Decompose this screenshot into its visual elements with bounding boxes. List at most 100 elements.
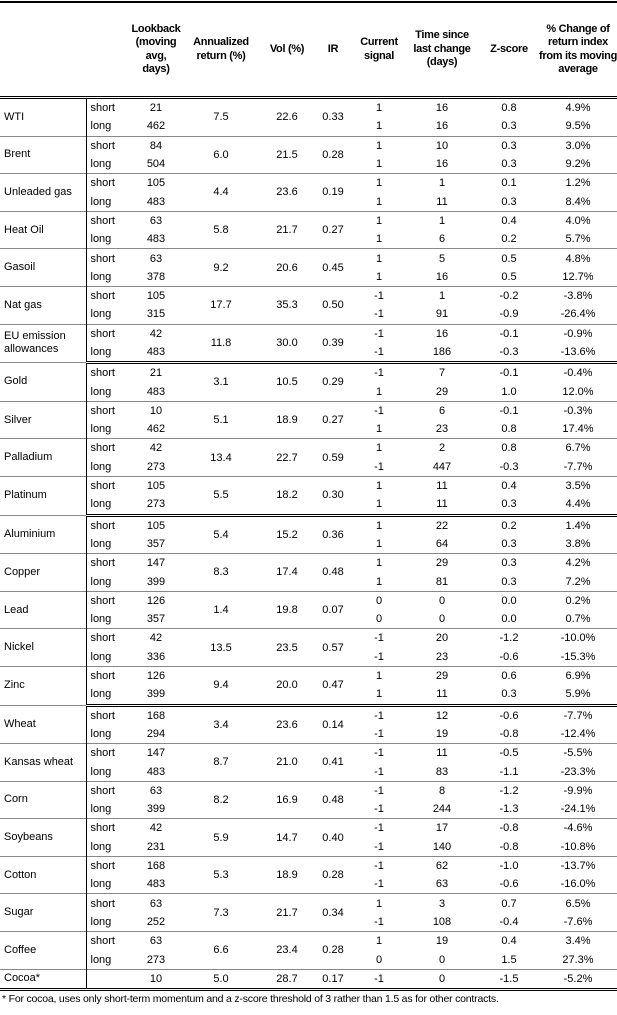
table-row: long 378 1 16 0.5 12.7% (0, 267, 617, 287)
pct-change: 27.3% (562, 953, 594, 966)
commodity-name: Corn (0, 780, 86, 819)
signals-table: Lookback (moving avg, days) Annualized re… (0, 3, 617, 991)
table-row: long 273 -1 447 -0.3 -7.7% (0, 457, 617, 477)
column-header: Z-score (479, 3, 539, 99)
pct-change: -4.6% (539, 818, 617, 838)
table-row: long 462 1 23 0.8 17.4% (0, 420, 617, 439)
time-since-change: 2 (405, 438, 479, 458)
lookback: 273 (146, 953, 166, 966)
signal: -1 (374, 878, 384, 891)
table-row: Kansas wheat short 147 8.7 21.0 0.41 -1 11 -0.5-… (0, 743, 617, 782)
pct-change: 3.4% (539, 931, 617, 951)
term: short (85, 590, 131, 611)
commodity-name: Cotton (0, 855, 86, 894)
lookback: 168 (131, 855, 181, 876)
time-since-change: 11 (436, 688, 448, 701)
term: short (85, 703, 131, 725)
term: short (85, 553, 131, 573)
z-score: 0.3 (501, 498, 517, 511)
pct-change: -0.3% (539, 400, 617, 421)
term: long (85, 685, 131, 705)
time-since-change: 7 (405, 361, 479, 383)
lookback: 147 (131, 743, 181, 763)
volatility: 19.8 (261, 590, 313, 629)
column-header: % Change of return index from its moving… (539, 3, 617, 99)
time-since-change: 19 (405, 931, 479, 951)
table-row: long 231 -1 140 -0.8 -10.8% (0, 837, 617, 857)
annualized-return: 7.5 (181, 97, 261, 137)
volatility: 21.5 (261, 135, 313, 174)
commodity-name: Unleaded gas (0, 173, 86, 212)
pct-change: -13.7% (539, 855, 617, 876)
z-score: -0.2 (479, 285, 539, 306)
z-score: -0.4 (499, 915, 519, 928)
term: short (85, 513, 131, 535)
time-since-change: 1 (405, 285, 479, 306)
time-since-change: 64 (435, 537, 449, 550)
lookback: 105 (131, 475, 181, 496)
lookback: 42 (131, 628, 181, 648)
annualized-return: 5.4 (181, 513, 261, 554)
time-since-change: 1 (405, 173, 479, 193)
time-since-change: 0 (438, 613, 446, 626)
annualized-return: 11.8 (181, 323, 261, 363)
pct-change: -5.2% (539, 968, 617, 991)
pct-change: 3.5% (539, 475, 617, 496)
z-score: 0.3 (501, 195, 517, 208)
lookback: 63 (131, 248, 181, 268)
term: short (85, 438, 131, 458)
annualized-return: 3.4 (181, 703, 261, 744)
z-score: 0.1 (479, 173, 539, 193)
term: long (85, 342, 131, 363)
z-score: -0.3 (499, 460, 519, 473)
information-ratio: 0.29 (313, 361, 353, 402)
pct-change: -26.4% (560, 308, 596, 321)
commodity-name: Lead (0, 590, 86, 629)
table-row: long 252 -1 108 -0.4 -7.6% (0, 912, 617, 932)
lookback: 105 (131, 285, 181, 306)
time-since-change: 0 (438, 953, 446, 966)
z-score: -0.8 (499, 840, 519, 853)
time-since-change: 3 (405, 893, 479, 913)
table-row: Wheat short 168 3.4 23.6 0.14 -1 12 -0.6 -7.7% (0, 703, 617, 744)
top-rule (0, 1, 617, 3)
signal: 1 (353, 438, 405, 458)
table-row: long 357 0 0 0.0 0.7% (0, 610, 617, 629)
annualized-return: 5.3 (181, 855, 261, 894)
signal: 1 (375, 195, 383, 208)
information-ratio: 0.45 (313, 248, 353, 287)
lookback: 273 (146, 460, 166, 473)
signal: 1 (353, 248, 405, 268)
commodity-name: Palladium (0, 438, 86, 477)
signal: 1 (375, 270, 383, 283)
information-ratio: 0.34 (313, 893, 353, 932)
commodity-name: Brent (0, 135, 86, 174)
signal: 0 (375, 613, 383, 626)
time-since-change: 62 (405, 855, 479, 876)
signal: 1 (353, 553, 405, 573)
z-score: 0.8 (479, 97, 539, 118)
z-score: -0.1 (479, 400, 539, 421)
table-row: long 504 1 16 0.3 9.2% (0, 154, 617, 174)
time-since-change: 83 (435, 765, 449, 778)
z-score: 0.4 (479, 931, 539, 951)
signal: 1 (375, 120, 383, 133)
term: long (85, 875, 131, 894)
pct-change: 6.7% (539, 438, 617, 458)
annualized-return: 5.8 (181, 210, 261, 249)
z-score: -0.5 (479, 743, 539, 763)
annualized-return: 13.5 (181, 628, 261, 667)
time-since-change: 11 (436, 195, 448, 208)
annualized-return: 7.3 (181, 893, 261, 932)
z-score: -0.6 (499, 650, 519, 663)
information-ratio: 0.57 (313, 628, 353, 667)
lookback: 294 (146, 727, 166, 740)
signal: -1 (353, 818, 405, 838)
annualized-return: 3.1 (181, 361, 261, 402)
time-since-change: 8 (405, 780, 479, 800)
time-since-change: 63 (435, 878, 449, 891)
term: long (85, 154, 131, 174)
term: long (85, 799, 131, 819)
signal: -1 (353, 743, 405, 763)
lookback: 63 (131, 210, 181, 231)
